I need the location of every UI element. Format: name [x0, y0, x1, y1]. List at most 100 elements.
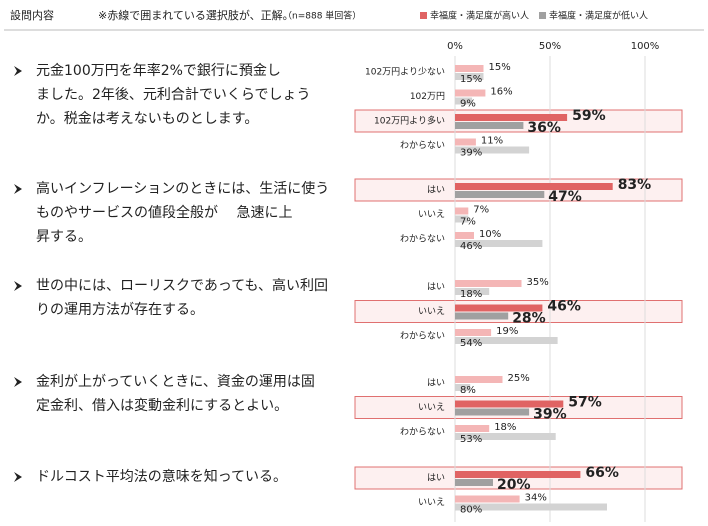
category-label: はい [427, 185, 445, 196]
question-text: 世の中には、ローリスクであっても、高い利回 [36, 277, 328, 294]
bar [455, 329, 492, 336]
question-text: 元金100万円を年率2%で銀行に預金し [36, 62, 281, 79]
value-label: 15% [489, 62, 511, 73]
value-label: 18% [460, 289, 482, 300]
value-label: 20% [497, 477, 531, 493]
bar [455, 65, 484, 72]
sample: （n=888 単回答） [283, 10, 361, 22]
bar [455, 471, 581, 478]
value-label: 10% [479, 229, 501, 240]
bar [455, 495, 520, 503]
bar [455, 433, 556, 440]
bullet [14, 184, 22, 194]
category-label: はい [427, 378, 445, 389]
bar [455, 215, 469, 223]
category-label: わからない [400, 234, 445, 245]
legend-label: 幸福度・満足度が高い人 [430, 10, 529, 22]
bullet [14, 66, 22, 76]
value-label: 54% [460, 338, 482, 349]
question-text: ものやサービスの値段全般が 急速に上 [36, 204, 292, 221]
bar [455, 503, 607, 511]
value-label: 46% [547, 299, 581, 315]
bar [455, 183, 613, 190]
category-label: わからない [400, 140, 445, 151]
value-label: 7% [460, 217, 476, 228]
category-label: 102万円より少ない [365, 67, 445, 78]
category-label: はい [427, 282, 445, 293]
bar [455, 280, 522, 287]
category-label: いいえ [418, 497, 445, 508]
value-label: 53% [460, 434, 482, 445]
bar [455, 146, 530, 154]
question-text: 定金利、借入は変動金利にするとよい。 [36, 397, 288, 414]
bar [455, 232, 474, 239]
value-label: 11% [481, 136, 503, 147]
category-label: いいえ [418, 306, 445, 317]
bar [455, 122, 524, 129]
value-label: 46% [460, 241, 482, 252]
value-label: 9% [460, 99, 476, 110]
value-label: 39% [460, 148, 482, 159]
value-label: 19% [496, 326, 518, 337]
bar [455, 73, 484, 80]
question-text: りの運用方法が存在する。 [36, 302, 204, 318]
value-label: 25% [508, 373, 530, 384]
bar [455, 400, 564, 408]
value-label: 66% [585, 465, 619, 481]
category-label: わからない [400, 427, 445, 438]
value-label: 36% [527, 120, 561, 136]
question-text: 高いインフレーションのときには、生活に使う [36, 180, 329, 197]
question-text: か。税金は考えないものとします。 [36, 111, 258, 127]
x-tick-label: 0% [447, 41, 463, 52]
category-label: わからない [400, 331, 445, 342]
value-label: 8% [460, 385, 476, 396]
question-text: 金利が上がっていくときに、資金の運用は固 [36, 374, 315, 390]
bullet [14, 472, 22, 482]
value-label: 47% [548, 189, 582, 205]
value-label: 28% [512, 311, 546, 327]
question-text: ドルコスト平均法の意味を知っている。 [36, 468, 287, 485]
category-label: 102万円より多い [374, 115, 445, 127]
question-text: 昇する。 [36, 229, 92, 245]
value-label: 7% [473, 205, 489, 216]
bullet [14, 377, 22, 387]
value-label: 80% [460, 505, 482, 516]
bar [455, 138, 476, 146]
legend-swatch [539, 12, 547, 19]
value-label: 18% [494, 422, 516, 433]
bar [455, 425, 490, 432]
value-label: 15% [460, 74, 482, 85]
bar [455, 304, 543, 312]
bar [455, 337, 558, 344]
category-label: はい [427, 473, 445, 484]
bar [455, 207, 469, 215]
bar [455, 312, 509, 320]
legend-label: 幸福度・満足度が低い人 [549, 10, 648, 22]
value-label: 83% [618, 177, 652, 193]
value-label: 16% [490, 87, 512, 98]
bar [455, 479, 493, 486]
legend-swatch [420, 12, 427, 19]
value-label: 39% [533, 407, 567, 423]
bar [455, 408, 530, 416]
header: 設問内容 [10, 8, 54, 22]
category-label: 102万円 [410, 91, 445, 102]
value-label: 57% [568, 395, 602, 411]
question-text: ました。2年後、元利合計でいくらでしょう [36, 87, 311, 103]
x-tick-label: 50% [539, 41, 561, 52]
bar [455, 114, 568, 121]
bar [455, 97, 473, 105]
category-label: いいえ [418, 209, 445, 220]
value-label: 59% [572, 108, 606, 124]
x-tick-label: 100% [631, 41, 660, 52]
category-label: いいえ [418, 402, 445, 413]
bar [455, 240, 543, 247]
value-label: 35% [527, 277, 549, 288]
note: ※赤線で囲まれている選択肢が、正解。 [98, 8, 294, 22]
bar [455, 191, 545, 198]
bar [455, 376, 503, 383]
bullet [14, 281, 22, 291]
bar [455, 288, 490, 295]
